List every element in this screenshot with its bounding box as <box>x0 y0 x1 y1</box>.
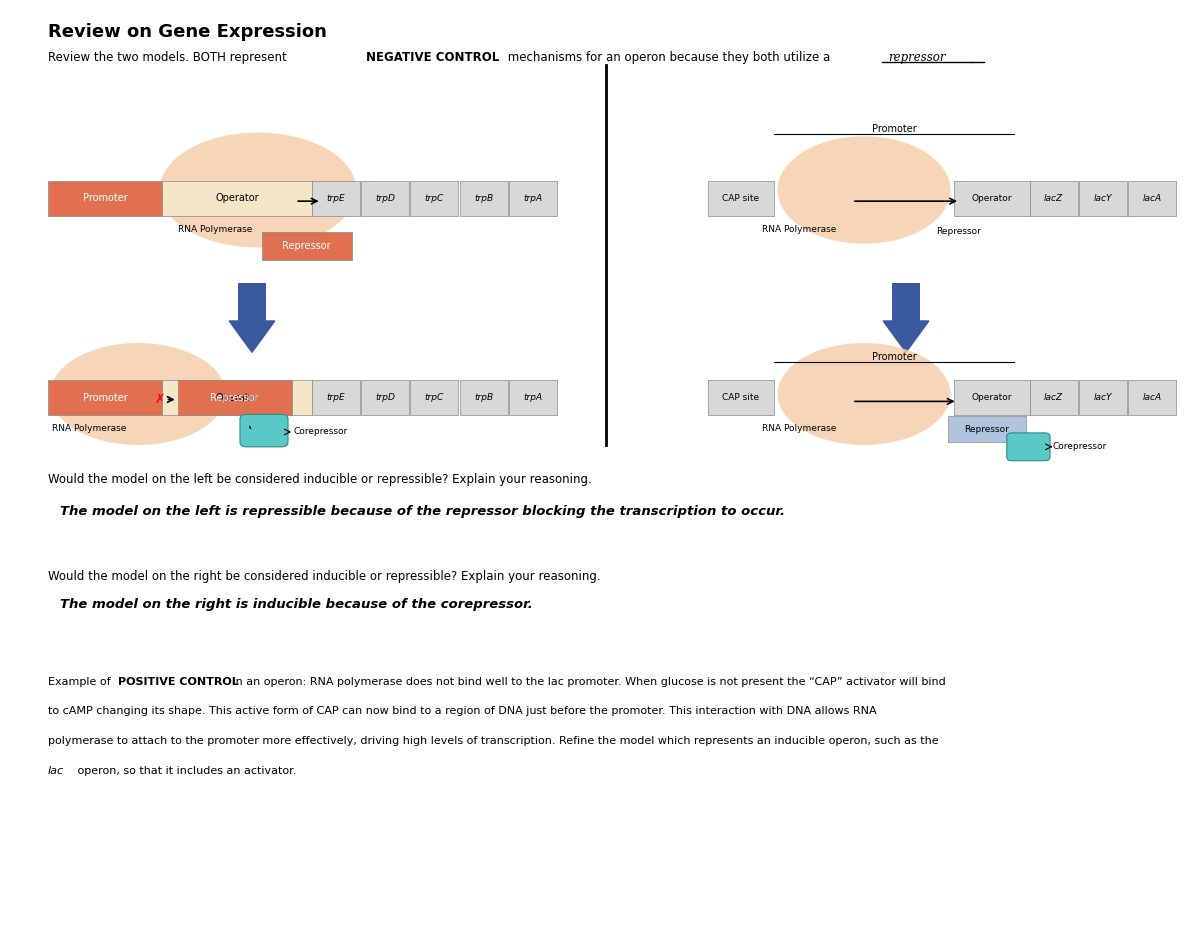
FancyBboxPatch shape <box>312 181 360 216</box>
FancyBboxPatch shape <box>262 232 352 260</box>
Text: trpE: trpE <box>326 194 346 203</box>
Text: trpA: trpA <box>523 194 542 203</box>
Text: operon, so that it includes an activator.: operon, so that it includes an activator… <box>74 766 296 776</box>
Text: Corepressor: Corepressor <box>1052 442 1106 451</box>
Text: trpC: trpC <box>425 393 444 402</box>
FancyBboxPatch shape <box>1030 380 1078 415</box>
Text: Promoter: Promoter <box>83 194 127 203</box>
FancyBboxPatch shape <box>708 380 774 415</box>
FancyBboxPatch shape <box>1079 380 1127 415</box>
FancyBboxPatch shape <box>460 380 508 415</box>
FancyBboxPatch shape <box>460 181 508 216</box>
Text: ✗: ✗ <box>155 393 164 406</box>
Ellipse shape <box>50 343 226 445</box>
FancyBboxPatch shape <box>48 181 162 216</box>
Text: trpD: trpD <box>376 194 395 203</box>
FancyBboxPatch shape <box>178 380 292 415</box>
Text: RNA Polymerase: RNA Polymerase <box>178 225 252 235</box>
Text: trpE: trpE <box>326 393 346 402</box>
FancyBboxPatch shape <box>240 414 288 447</box>
Text: lacA: lacA <box>1142 194 1162 203</box>
Text: RNA Polymerase: RNA Polymerase <box>762 225 836 235</box>
Text: Review on Gene Expression: Review on Gene Expression <box>48 23 326 41</box>
Text: Repressor: Repressor <box>965 425 1009 434</box>
Text: trpC: trpC <box>425 194 444 203</box>
Ellipse shape <box>160 133 356 248</box>
FancyBboxPatch shape <box>509 181 557 216</box>
Text: to cAMP changing its shape. This active form of CAP can now bind to a region of : to cAMP changing its shape. This active … <box>48 706 877 717</box>
Polygon shape <box>229 321 275 352</box>
FancyBboxPatch shape <box>312 380 360 415</box>
Ellipse shape <box>778 343 950 445</box>
FancyBboxPatch shape <box>162 380 312 415</box>
Text: lacY: lacY <box>1093 393 1112 402</box>
Text: trpB: trpB <box>474 194 493 203</box>
Text: lacA: lacA <box>1142 393 1162 402</box>
Text: Repressor: Repressor <box>210 393 259 402</box>
Text: lacZ: lacZ <box>1044 393 1063 402</box>
Text: CAP site: CAP site <box>722 194 760 203</box>
Text: lacY: lacY <box>1093 194 1112 203</box>
Text: repressor: repressor <box>888 51 946 64</box>
Text: Repressor: Repressor <box>282 241 331 250</box>
Text: RNA Polymerase: RNA Polymerase <box>762 424 836 433</box>
Text: Repressor: Repressor <box>936 227 980 236</box>
Text: trpD: trpD <box>376 393 395 402</box>
FancyBboxPatch shape <box>954 181 1030 216</box>
FancyBboxPatch shape <box>1007 433 1050 461</box>
FancyBboxPatch shape <box>948 416 1026 442</box>
Text: NEGATIVE CONTROL: NEGATIVE CONTROL <box>366 51 499 64</box>
Text: Promoter: Promoter <box>83 393 127 402</box>
Text: trpA: trpA <box>523 393 542 402</box>
Text: Operator: Operator <box>972 393 1012 402</box>
Text: trpB: trpB <box>474 393 493 402</box>
Text: polymerase to attach to the promoter more effectively, driving high levels of tr: polymerase to attach to the promoter mor… <box>48 736 938 746</box>
FancyBboxPatch shape <box>361 380 409 415</box>
FancyBboxPatch shape <box>509 380 557 415</box>
Text: Would the model on the left be considered inducible or repressible? Explain your: Would the model on the left be considere… <box>48 473 592 486</box>
Text: CAP site: CAP site <box>722 393 760 402</box>
Text: Promoter: Promoter <box>871 124 917 134</box>
FancyBboxPatch shape <box>708 181 774 216</box>
FancyBboxPatch shape <box>361 181 409 216</box>
Ellipse shape <box>778 136 950 244</box>
Text: Corepressor: Corepressor <box>294 427 348 437</box>
FancyBboxPatch shape <box>48 380 162 415</box>
Text: Operator: Operator <box>972 194 1012 203</box>
Text: lacZ: lacZ <box>1044 194 1063 203</box>
Text: lac: lac <box>48 766 64 776</box>
FancyBboxPatch shape <box>1128 181 1176 216</box>
FancyBboxPatch shape <box>410 380 458 415</box>
FancyBboxPatch shape <box>1079 181 1127 216</box>
Text: Operator: Operator <box>215 393 259 402</box>
Text: The model on the right is inducible because of the corepressor.: The model on the right is inducible beca… <box>60 598 533 611</box>
Text: in an operon: RNA polymerase does not bind well to the lac promoter. When glucos: in an operon: RNA polymerase does not bi… <box>229 677 946 687</box>
FancyBboxPatch shape <box>1128 380 1176 415</box>
Text: The model on the left is repressible because of the repressor blocking the trans: The model on the left is repressible bec… <box>60 505 785 518</box>
FancyBboxPatch shape <box>954 380 1030 415</box>
FancyBboxPatch shape <box>893 283 919 321</box>
Text: RNA Polymerase: RNA Polymerase <box>52 424 126 433</box>
FancyBboxPatch shape <box>1030 181 1078 216</box>
Text: POSITIVE CONTROL: POSITIVE CONTROL <box>118 677 239 687</box>
Polygon shape <box>883 321 929 352</box>
Text: Review the two models. BOTH represent: Review the two models. BOTH represent <box>48 51 290 64</box>
Text: Operator: Operator <box>215 194 259 203</box>
FancyBboxPatch shape <box>239 283 265 321</box>
Text: mechanisms for an operon because they both utilize a: mechanisms for an operon because they bo… <box>504 51 834 64</box>
Text: Example of: Example of <box>48 677 114 687</box>
FancyBboxPatch shape <box>162 181 312 216</box>
FancyBboxPatch shape <box>410 181 458 216</box>
Text: Would the model on the right be considered inducible or repressible? Explain you: Would the model on the right be consider… <box>48 570 601 583</box>
Text: Promoter: Promoter <box>871 351 917 362</box>
